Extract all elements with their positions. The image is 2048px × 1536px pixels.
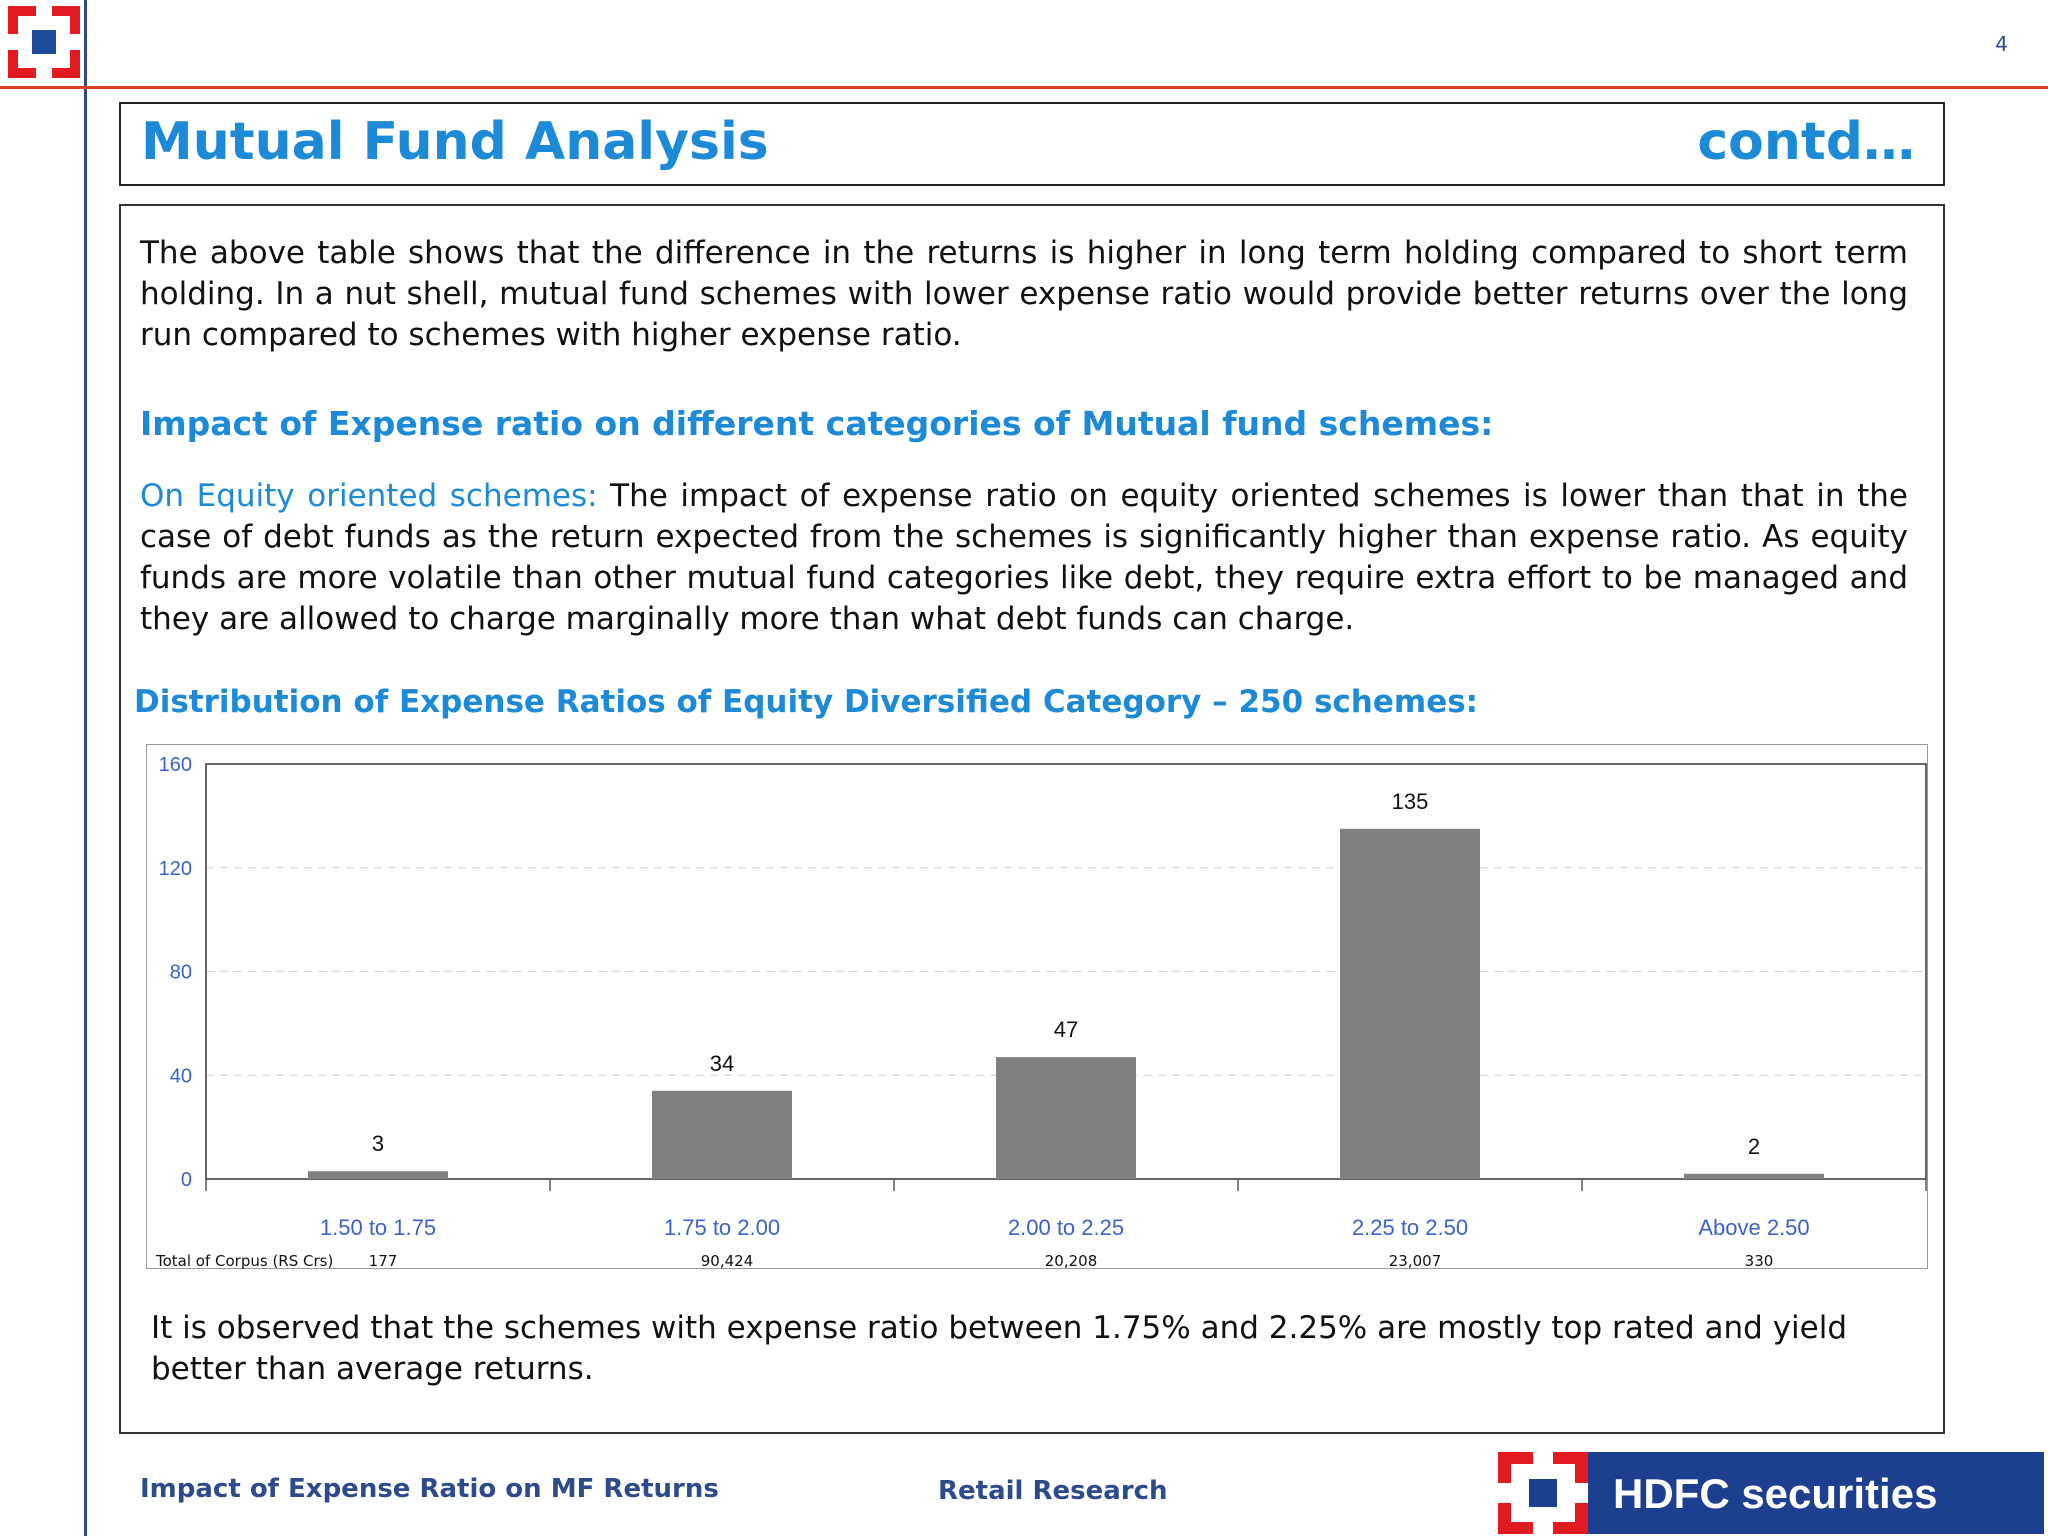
footer-report-title: Impact of Expense Ratio on MF Returns — [140, 1474, 719, 1504]
title-bar: Mutual Fund Analysis contd… — [119, 102, 1945, 186]
data-label: 47 — [1054, 1017, 1078, 1042]
data-label: 3 — [372, 1131, 384, 1156]
corpus-value: 177 — [369, 1252, 398, 1269]
hdfc-securities-logo: HDFC securities — [1498, 1452, 2044, 1534]
equity-lead: On Equity oriented schemes: — [140, 478, 598, 514]
corpus-value: 90,424 — [701, 1252, 754, 1269]
x-tick-label: 1.75 to 2.00 — [664, 1215, 780, 1240]
bar — [1684, 1173, 1824, 1179]
observation-paragraph: It is observed that the schemes with exp… — [151, 1310, 1848, 1387]
impact-heading: Impact of Expense ratio on different cat… — [140, 404, 1494, 443]
x-tick-label: 1.50 to 1.75 — [320, 1215, 436, 1240]
equity-body: The impact of expense ratio on equity or… — [140, 478, 1908, 637]
corpus-row-label: Total of Corpus (RS Crs) — [155, 1252, 333, 1269]
x-tick-label: 2.00 to 2.25 — [1008, 1215, 1124, 1240]
y-tick-label: 120 — [159, 858, 192, 880]
page-number: 4 — [1995, 32, 2008, 56]
hdfc-logo-icon — [8, 6, 80, 78]
distribution-heading: Distribution of Expense Ratios of Equity… — [134, 684, 1479, 720]
bar — [308, 1171, 448, 1179]
page-title: Mutual Fund Analysis — [141, 112, 769, 172]
hdfc-logo-icon — [1498, 1452, 1588, 1534]
intro-paragraph: The above table shows that the differenc… — [140, 235, 1908, 353]
x-tick-label: 2.25 to 2.50 — [1352, 1215, 1468, 1240]
corpus-value: 20,208 — [1045, 1252, 1098, 1269]
equity-paragraph: On Equity oriented schemes: The impact o… — [140, 476, 1908, 640]
y-tick-label: 160 — [159, 754, 192, 776]
corpus-value: 330 — [1745, 1252, 1774, 1269]
y-tick-label: 0 — [181, 1169, 192, 1191]
y-tick-label: 80 — [170, 962, 192, 984]
data-label: 135 — [1392, 789, 1429, 814]
x-tick-label: Above 2.50 — [1698, 1215, 1809, 1240]
expense-ratio-bar-chart: 0 40 80 120 160 3 1.50 to 1.75 177 34 1.75 to 2.0… — [155, 754, 1927, 1269]
data-label: 2 — [1748, 1134, 1760, 1159]
header-rule — [0, 86, 2048, 89]
corpus-value: 23,007 — [1389, 1252, 1442, 1269]
left-margin-line — [84, 0, 87, 1536]
y-tick-label: 40 — [170, 1065, 192, 1087]
brand-name: HDFC securities — [1613, 1470, 1937, 1517]
bar — [1340, 828, 1480, 1179]
content-frame — [119, 204, 1945, 1434]
bar — [996, 1057, 1136, 1179]
chart-frame — [146, 744, 1928, 1269]
footer-department: Retail Research — [938, 1476, 1168, 1506]
contd-label: contd… — [1697, 112, 1915, 172]
bar — [652, 1090, 792, 1179]
data-label: 34 — [710, 1051, 734, 1076]
